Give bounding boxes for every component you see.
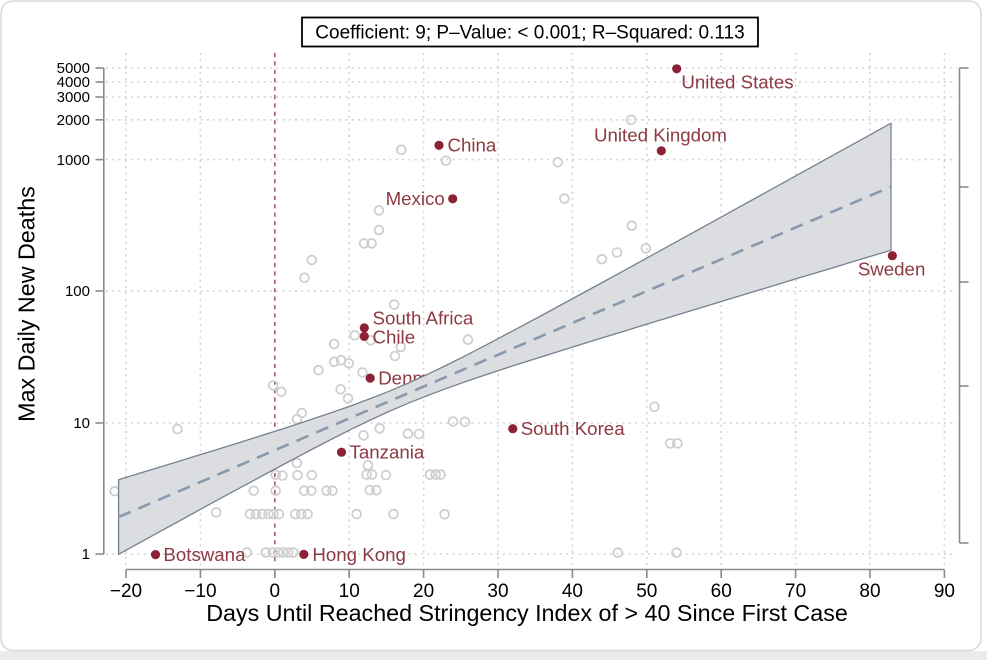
- svg-text:Mexico: Mexico: [386, 188, 445, 209]
- svg-text:Days Until Reached Stringency: Days Until Reached Stringency Index of >…: [206, 600, 848, 626]
- svg-text:10: 10: [73, 415, 90, 432]
- svg-text:United States: United States: [681, 72, 793, 93]
- svg-text:China: China: [448, 134, 497, 155]
- svg-text:60: 60: [711, 581, 732, 602]
- svg-text:90: 90: [934, 581, 955, 602]
- svg-text:South Korea: South Korea: [521, 418, 626, 439]
- svg-text:Hong Kong: Hong Kong: [312, 544, 406, 565]
- svg-text:Chile: Chile: [373, 327, 416, 348]
- svg-text:−20: −20: [110, 581, 142, 602]
- svg-text:20: 20: [413, 581, 434, 602]
- svg-text:0: 0: [270, 581, 281, 602]
- svg-text:50: 50: [636, 581, 657, 602]
- svg-text:10: 10: [339, 581, 360, 602]
- svg-text:Max Daily New Deaths: Max Daily New Deaths: [14, 186, 40, 422]
- svg-text:30: 30: [487, 581, 508, 602]
- svg-text:South Africa: South Africa: [373, 308, 474, 329]
- svg-text:5000: 5000: [57, 60, 90, 77]
- svg-text:Tanzania: Tanzania: [350, 441, 425, 462]
- svg-text:Coefficient: 9; P–Value: < 0.0: Coefficient: 9; P–Value: < 0.001; R–Squa…: [315, 23, 744, 44]
- svg-text:1000: 1000: [57, 152, 90, 169]
- svg-text:40: 40: [562, 581, 583, 602]
- svg-text:80: 80: [859, 581, 880, 602]
- svg-text:100: 100: [65, 283, 90, 300]
- svg-text:4000: 4000: [57, 74, 90, 91]
- svg-text:United Kingdom: United Kingdom: [594, 125, 727, 146]
- svg-text:2000: 2000: [57, 112, 90, 129]
- svg-text:70: 70: [785, 581, 806, 602]
- svg-text:−10: −10: [184, 581, 216, 602]
- svg-text:Botswana: Botswana: [163, 544, 246, 565]
- svg-text:1: 1: [82, 546, 90, 563]
- svg-text:3000: 3000: [57, 89, 90, 106]
- svg-text:Sweden: Sweden: [858, 258, 926, 279]
